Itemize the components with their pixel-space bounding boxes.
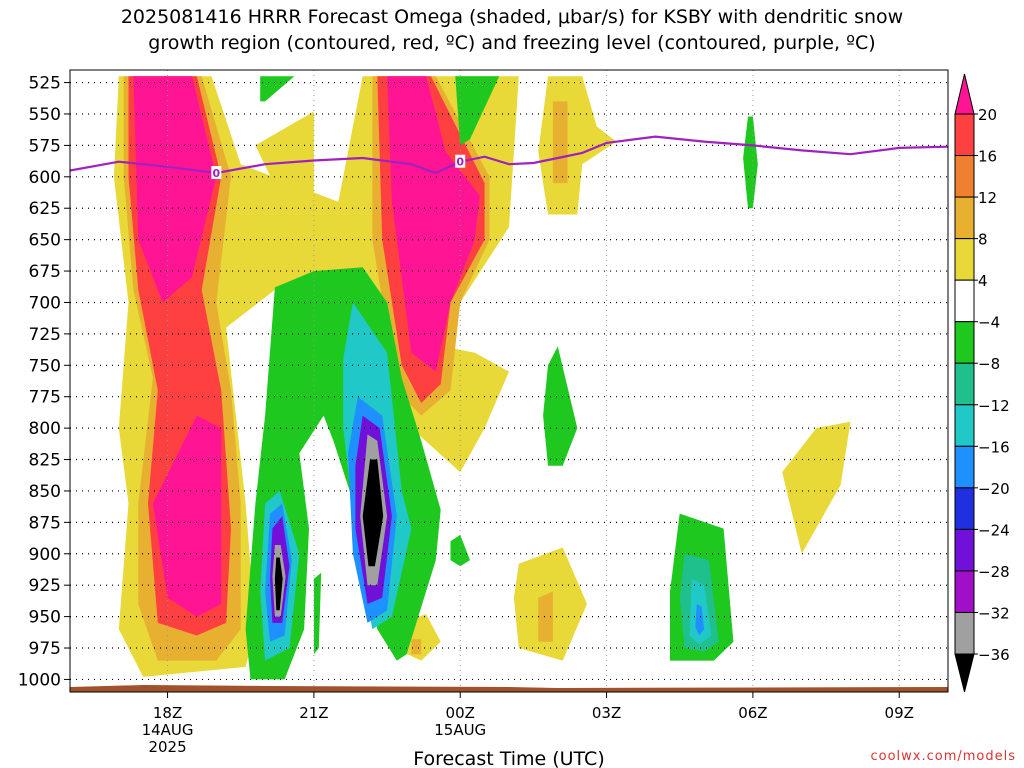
colorbar-box-0 [954,113,975,157]
colorbar-label-7: −12 [978,397,1010,415]
colorbar-box-10 [954,528,975,572]
x-tick-sublabel-18Z-1: 2025 [148,738,186,756]
colorbar-box-3 [954,238,975,281]
colorbar-label-2: 12 [978,189,997,207]
colorbar-bottom-arrow [954,653,975,693]
freezing-level-label-1: 0 [456,156,464,169]
colorbar-label-4: 4 [978,272,988,290]
y-tick-label-900: 900 [29,545,61,565]
colorbar-label-1: 16 [978,148,997,166]
omega-region-34 [743,116,758,209]
x-tick-label-18Z: 18Z [153,704,182,722]
omega-shading [113,76,851,680]
freezing-level-label-0: 0 [213,167,221,180]
omega-region-36 [455,76,500,146]
y-tick-label-950: 950 [29,608,61,628]
omega-region-6 [538,591,553,642]
omega-region-18 [313,572,322,655]
omega-region-4 [782,421,851,554]
grid-lines [70,70,948,692]
x-tick-label-00Z: 00Z [446,704,475,722]
colorbar-label-8: −16 [978,438,1010,456]
footer-credit: coolwx.com/models [870,749,1016,764]
omega-region-28 [274,557,283,611]
y-tick-label-675: 675 [29,262,61,282]
freezing-label-bg-1 [455,154,466,168]
colorbar-box-1 [954,155,975,198]
omega-region-37 [260,76,295,102]
ground-fill [70,685,948,692]
colorbar-box-8 [954,445,975,489]
y-tick-label-875: 875 [29,513,61,533]
freezing-label-bg-0 [211,166,222,180]
omega-region-32 [695,604,705,636]
y-tick-label-750: 750 [29,356,61,376]
y-tick-label-1000: 1000 [18,670,61,690]
colorbar: 20 16 12 8 4 −4 −8 −12 −16 −20 −24 −28 −32 −36 [954,73,1010,693]
chart-title: 2025081416 HRRR Forecast Omega (shaded, … [120,6,904,54]
x-tick-sublabel-00Z-0: 15AUG [434,721,486,739]
x-tick-sublabel-18Z-0: 14AUG [142,721,194,739]
x-tick-label-06Z: 06Z [738,704,767,722]
colorbar-label-13: −36 [978,646,1010,664]
colorbar-box-11 [954,570,975,613]
colorbar-label-10: −24 [978,521,1010,539]
colorbar-label-9: −20 [978,480,1010,498]
y-tick-label-975: 975 [29,639,61,659]
omega-region-27 [362,459,384,567]
y-tick-label-800: 800 [29,419,61,439]
colorbar-box-9 [954,487,975,530]
x-tick-label-09Z: 09Z [885,704,914,722]
colorbar-label-3: 8 [978,231,988,249]
colorbar-label-12: −32 [978,604,1010,622]
y-tick-label-700: 700 [29,293,61,313]
y-tick-label-925: 925 [29,576,61,596]
colorbar-label-5: −4 [978,314,1000,332]
y-tick-label-550: 550 [29,105,61,125]
colorbar-box-4 [954,279,975,323]
colorbar-box-5 [954,321,975,364]
omega-region-12 [133,76,217,303]
omega-region-7 [552,101,568,184]
omega-region-13 [152,415,222,617]
omega-region-16 [387,76,480,372]
y-tick-label-850: 850 [29,482,61,502]
ground-surface [70,685,948,692]
y-tick-label-650: 650 [29,231,61,251]
omega-region-33 [543,346,578,466]
omega-region-9 [411,639,422,655]
x-axis-label: Forecast Time (UTC) [413,748,604,768]
colorbar-label-6: −8 [978,355,1000,373]
colorbar-box-7 [954,404,975,447]
freezing-level-line [70,135,948,175]
freezing-level-contour: 00 [70,135,948,180]
y-tick-label-575: 575 [29,136,61,156]
y-tick-label-600: 600 [29,168,61,188]
colorbar-box-6 [954,362,975,406]
y-tick-label-775: 775 [29,388,61,408]
x-tick-label-21Z: 21Z [299,704,328,722]
colorbar-label-0: 20 [978,106,997,124]
y-tick-label-525: 525 [29,74,61,94]
colorbar-top-arrow [954,73,975,115]
colorbar-label-11: −28 [978,563,1010,581]
y-tick-label-725: 725 [29,325,61,345]
y-axis: 525 550 575 600 625 650 675 700 725 750 775 800 825 8… [18,74,70,690]
colorbar-box-12 [954,611,975,655]
omega-region-2 [255,111,314,209]
y-tick-label-825: 825 [29,451,61,471]
y-tick-label-625: 625 [29,199,61,219]
x-tick-label-03Z: 03Z [592,704,621,722]
plot-frame [69,69,949,693]
colorbar-box-2 [954,196,975,240]
